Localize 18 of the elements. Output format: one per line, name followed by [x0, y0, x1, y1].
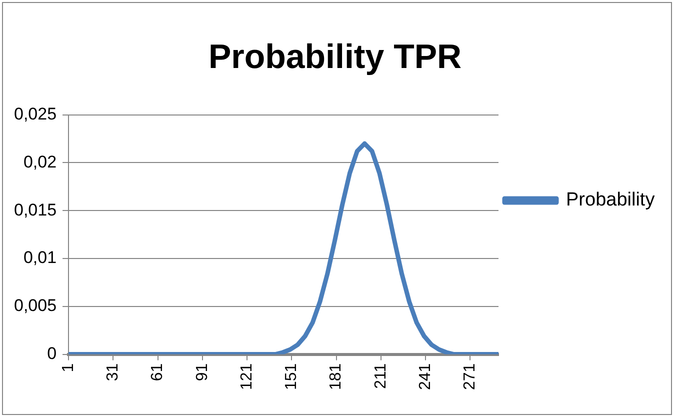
- y-tick-label: 0,02: [23, 152, 57, 172]
- x-tick-label: 121: [238, 363, 256, 390]
- x-tick-label: 61: [149, 363, 166, 382]
- chart-title: Probability TPR: [208, 38, 462, 76]
- x-tick-label: 181: [328, 363, 345, 390]
- y-tick-label: 0,015: [14, 200, 57, 220]
- legend-label: Probability: [566, 190, 656, 211]
- y-tick-label: 0: [47, 344, 57, 363]
- x-tick-label: 271: [462, 363, 479, 390]
- x-tick-label: 91: [194, 363, 211, 382]
- x-tick-label: 211: [372, 363, 390, 389]
- x-tick-label: 31: [104, 363, 122, 382]
- x-tick-label: 1: [60, 363, 77, 372]
- x-tick-label: 241: [417, 363, 434, 390]
- y-tick-label: 0,005: [14, 296, 57, 316]
- x-tick-label: 151: [283, 363, 300, 390]
- y-tick-label: 0,01: [23, 248, 57, 268]
- y-tick-label: 0,025: [14, 104, 57, 124]
